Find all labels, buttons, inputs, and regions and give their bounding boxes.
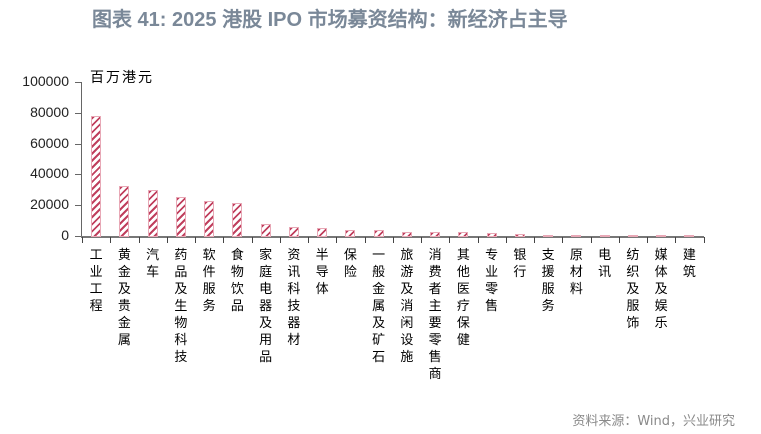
y-tick-mark [75, 144, 81, 145]
x-tick-mark [421, 237, 422, 243]
x-category-label: 工业工程 [89, 248, 103, 314]
y-axis-line [81, 82, 82, 237]
bar [232, 203, 243, 237]
x-tick-mark [167, 237, 168, 243]
x-category-label: 一般金属及矿石 [372, 248, 386, 365]
bar [514, 233, 525, 237]
x-tick-mark [82, 237, 83, 243]
bar [571, 235, 582, 237]
y-tick-label: 60000 [30, 134, 69, 151]
chart-title: 图表 41: 2025 港股 IPO 市场募资结构：新经济占主导 [92, 9, 568, 31]
x-category-label: 其他医疗保健 [456, 248, 470, 348]
bar [486, 233, 497, 237]
x-tick-mark [393, 237, 394, 243]
y-tick-label: 100000 [22, 73, 69, 89]
x-category-label: 媒体及娱乐 [654, 248, 668, 331]
x-tick-mark [336, 237, 337, 243]
bar [345, 229, 356, 237]
y-tick-mark [75, 205, 81, 206]
x-tick-mark [308, 237, 309, 243]
x-category-label: 软件服务 [202, 248, 216, 314]
bar [175, 197, 186, 237]
x-tick-mark [195, 237, 196, 243]
x-category-label: 建筑 [682, 248, 696, 280]
x-category-label: 保险 [343, 248, 357, 280]
x-category-label: 旅游及消闲设施 [400, 248, 414, 365]
x-category-label: 半导体 [315, 248, 329, 297]
x-tick-mark [280, 237, 281, 243]
x-tick-mark [252, 237, 253, 243]
x-category-label: 原材料 [569, 248, 583, 297]
x-category-label: 银行 [513, 248, 527, 280]
bar [147, 189, 158, 237]
x-category-label: 药品及生物科技 [174, 248, 188, 365]
y-tick-mark [75, 82, 81, 83]
y-tick-label: 0 [61, 227, 69, 243]
y-tick-label: 80000 [30, 103, 69, 120]
bar [260, 224, 271, 237]
bar [401, 232, 412, 237]
x-category-label: 食物饮品 [230, 248, 244, 314]
y-tick-label: 40000 [30, 165, 69, 182]
bar [91, 115, 102, 237]
x-tick-mark [534, 237, 535, 243]
y-tick-mark [75, 113, 81, 114]
x-category-label: 消费者主要零售商 [428, 248, 442, 382]
x-category-label: 家庭电器及用品 [259, 248, 273, 365]
bar [119, 185, 130, 237]
x-tick-mark [591, 237, 592, 243]
x-tick-mark [647, 237, 648, 243]
x-tick-mark [675, 237, 676, 243]
x-tick-mark [704, 237, 705, 243]
x-tick-mark [139, 237, 140, 243]
x-tick-mark [449, 237, 450, 243]
x-tick-mark [506, 237, 507, 243]
bar [317, 228, 328, 237]
bar [599, 235, 610, 237]
x-category-label: 黄金及贵金属 [117, 248, 131, 348]
x-tick-mark [365, 237, 366, 243]
bar [430, 232, 441, 237]
x-category-label: 专业零售 [485, 248, 499, 314]
x-tick-mark [223, 237, 224, 243]
bar [204, 201, 215, 237]
x-tick-mark [110, 237, 111, 243]
x-tick-mark [619, 237, 620, 243]
bar [627, 235, 638, 237]
x-axis-line [81, 236, 704, 238]
x-category-label: 汽车 [146, 248, 160, 280]
x-tick-mark [562, 237, 563, 243]
bar [543, 234, 554, 237]
y-tick-mark [75, 236, 81, 237]
x-category-label: 纺织及服饰 [626, 248, 640, 331]
y-axis-unit-label: 百万港元 [90, 70, 154, 86]
bar [684, 235, 695, 237]
source-note: 资料来源：Wind，兴业研究 [572, 414, 735, 429]
bar [373, 230, 384, 237]
bar [458, 232, 469, 237]
y-tick-label: 20000 [30, 196, 69, 213]
x-category-label: 支援服务 [541, 248, 555, 314]
x-category-label: 资讯科技器材 [287, 248, 301, 348]
x-tick-mark [478, 237, 479, 243]
bar [656, 235, 667, 237]
bar [288, 227, 299, 237]
x-category-label: 电讯 [598, 248, 612, 280]
y-tick-mark [75, 174, 81, 175]
